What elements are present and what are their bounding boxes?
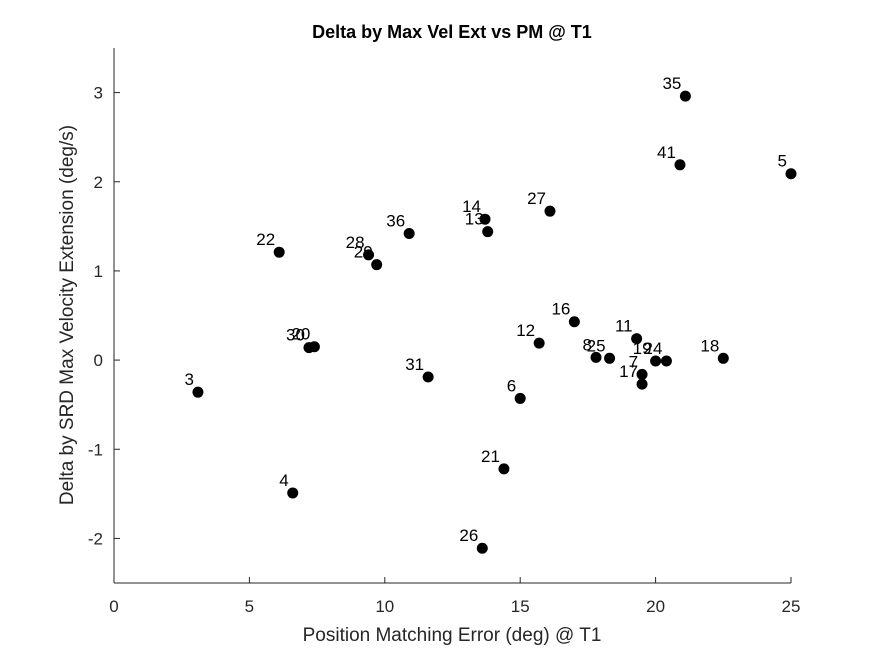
y-tick-label: 2 (94, 173, 103, 192)
data-point-label: 12 (516, 321, 535, 340)
data-point-label: 19 (633, 339, 652, 358)
y-tick-label: -1 (88, 440, 103, 459)
data-point (631, 333, 643, 345)
data-point-label: 21 (481, 447, 500, 466)
data-point (544, 205, 556, 217)
data-point (674, 159, 686, 171)
data-point (422, 371, 434, 383)
data-point (479, 213, 491, 225)
data-point-label: 27 (527, 189, 546, 208)
data-point-label: 11 (615, 317, 633, 336)
data-point-label: 14 (462, 197, 481, 216)
data-point (717, 352, 729, 364)
y-tick-label: 1 (94, 262, 103, 281)
data-point (192, 386, 204, 398)
chart-title: Delta by Max Vel Ext vs PM @ T1 (312, 22, 592, 42)
data-point-label: 3 (184, 370, 193, 389)
y-axis-label: Delta by SRD Max Velocity Extension (deg… (57, 125, 78, 505)
data-point (636, 378, 648, 390)
x-axis-label: Position Matching Error (deg) @ T1 (303, 625, 602, 646)
data-point (287, 487, 299, 499)
x-tick-label: 25 (782, 597, 801, 616)
data-point-label: 22 (256, 230, 275, 249)
data-point-label: 18 (700, 336, 719, 355)
data-point (660, 355, 672, 367)
data-point-label: 41 (657, 143, 676, 162)
data-point-label: 7 (629, 352, 638, 371)
data-point-label: 28 (346, 233, 365, 252)
data-point-label: 8 (583, 335, 592, 354)
data-point-label: 6 (507, 376, 516, 395)
data-point (403, 227, 415, 239)
data-point (533, 337, 545, 349)
data-point (363, 249, 375, 261)
data-point (514, 392, 526, 404)
y-axis-ticks: -2 -1 0 1 2 3 (88, 84, 120, 548)
data-point-label: 24 (644, 339, 663, 358)
data-point (590, 351, 602, 363)
x-axis-ticks: 0 5 10 15 20 25 (109, 577, 800, 616)
x-tick-label: 15 (511, 597, 530, 616)
data-point-label: 26 (459, 526, 478, 545)
data-point (498, 463, 510, 475)
data-point (785, 168, 797, 180)
data-point-label: 5 (778, 152, 787, 171)
data-point-label: 4 (279, 471, 288, 490)
data-point-label: 31 (405, 355, 424, 374)
x-tick-label: 0 (109, 597, 118, 616)
data-point (371, 259, 383, 271)
x-tick-label: 20 (646, 597, 665, 616)
data-point (679, 90, 691, 102)
x-tick-label: 5 (245, 597, 254, 616)
x-tick-label: 10 (375, 597, 394, 616)
y-tick-label: -2 (88, 529, 103, 548)
data-point-label: 13 (465, 210, 484, 229)
data-point-label: 36 (386, 211, 405, 230)
data-point (482, 226, 494, 238)
data-point (650, 355, 662, 367)
data-point-label: 17 (619, 362, 638, 381)
data-point (568, 316, 580, 328)
data-point-label: 16 (551, 300, 570, 319)
data-point-label: 29 (354, 243, 373, 262)
y-tick-label: 3 (94, 84, 103, 103)
y-tick-label: 0 (94, 351, 103, 370)
data-point (308, 341, 320, 353)
data-point-label: 25 (587, 336, 606, 355)
data-point (636, 368, 648, 380)
data-point (476, 542, 488, 554)
data-point (273, 246, 285, 258)
data-point-label: 30 (286, 326, 305, 345)
data-point-label: 20 (291, 325, 310, 344)
data-point (604, 352, 616, 364)
data-point-label: 35 (662, 74, 681, 93)
